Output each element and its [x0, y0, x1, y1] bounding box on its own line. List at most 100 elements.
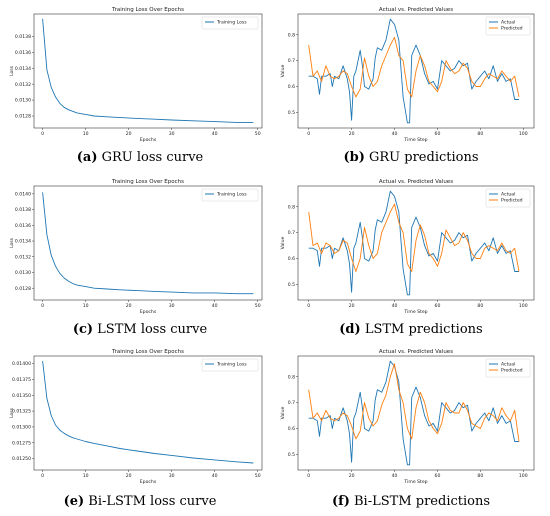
- x-tick-label: 10: [83, 131, 89, 137]
- chart-svg: Actual vs. Predicted Values 0 20 40 60 80 100 0…: [280, 179, 535, 315]
- y-tick-label: 0.0134: [15, 239, 31, 245]
- plot-frame: [297, 13, 535, 129]
- y-tick-label: 0.8: [288, 32, 295, 38]
- y-tick-label: 0.6: [288, 84, 295, 90]
- chart-title: Training Loss Over Epochs: [111, 7, 184, 13]
- y-tick-label: 0.0132: [15, 254, 31, 260]
- y-tick-label: 0.5: [288, 110, 295, 116]
- series-line-secondary: [308, 36, 520, 98]
- x-tick-label: 50: [255, 473, 261, 479]
- y-axis-label: Loss: [9, 237, 15, 248]
- x-tick-label: 0: [307, 303, 310, 309]
- caption-tag: (b): [343, 150, 365, 165]
- caption-tag: (d): [339, 322, 361, 337]
- y-tick-label: 0.01300: [12, 425, 31, 431]
- x-tick-label: 40: [392, 303, 398, 309]
- plot-frame: [33, 185, 263, 301]
- y-tick-label: 0.7: [288, 400, 295, 406]
- series-line-secondary: [308, 363, 520, 442]
- chart-title: Training Loss Over Epochs: [111, 179, 184, 185]
- gru-predictions-chart: Actual vs. Predicted Values 0 20 40 60 80 100 0…: [280, 4, 542, 143]
- caption-text: Bi-LSTM predictions: [349, 494, 491, 509]
- x-tick-label: 30: [169, 131, 175, 137]
- plot-frame: [297, 185, 535, 301]
- chart-svg: Training Loss Over Epochs 0 10 20 30 40 50 0.01…: [9, 349, 263, 485]
- y-tick-label: 0.7: [288, 58, 295, 64]
- y-tick-label: 0.0130: [15, 98, 31, 104]
- legend-label: Predicted: [501, 26, 523, 32]
- lstm-loss-chart: Training Loss Over Epochs 0 10 20 30 40 50 0.01…: [8, 176, 270, 315]
- y-tick-label: 0.0128: [15, 286, 31, 292]
- chart-title: Actual vs. Predicted Values: [379, 7, 453, 13]
- y-tick-label: 0.0134: [15, 66, 31, 72]
- lstm-predictions-chart: Actual vs. Predicted Values 0 20 40 60 80 100 0…: [280, 176, 542, 315]
- y-tick-label: 0.6: [288, 256, 295, 262]
- bilstm-loss-chart: Training Loss Over Epochs 0 10 20 30 40 50 0.01…: [8, 346, 270, 485]
- y-tick-label: 0.0130: [15, 270, 31, 276]
- x-tick-label: 20: [126, 131, 132, 137]
- y-tick-label: 0.01375: [12, 377, 31, 383]
- x-tick-label: 30: [169, 473, 175, 479]
- x-axis-label: Epochs: [140, 309, 157, 315]
- x-tick-label: 100: [519, 303, 528, 309]
- chart-svg: Actual vs. Predicted Values 0 20 40 60 80 100 0…: [280, 349, 535, 485]
- x-tick-label: 80: [477, 131, 483, 137]
- x-tick-label: 40: [212, 473, 218, 479]
- chart-svg: Training Loss Over Epochs 0 10 20 30 40 50 0.01…: [9, 179, 263, 315]
- x-tick-label: 40: [392, 131, 398, 137]
- caption-f: (f) Bi-LSTM predictions: [276, 494, 546, 509]
- legend-label: Training Loss: [216, 192, 247, 198]
- gru-loss-chart: Training Loss Over Epochs 0 10 20 30 40 50 0.01…: [8, 4, 270, 143]
- x-axis-label: Epochs: [140, 137, 157, 143]
- chart-svg: Actual vs. Predicted Values 0 20 40 60 80 100 0…: [280, 7, 535, 143]
- x-tick-label: 0: [41, 131, 44, 137]
- y-tick-label: 0.01275: [12, 440, 31, 446]
- x-axis-label: Time Step: [403, 137, 427, 143]
- x-tick-label: 0: [307, 473, 310, 479]
- x-tick-label: 100: [519, 131, 528, 137]
- x-tick-label: 80: [477, 473, 483, 479]
- caption-tag: (c): [72, 322, 94, 337]
- y-tick-label: 0.0138: [15, 34, 31, 40]
- x-tick-label: 20: [126, 473, 132, 479]
- x-tick-label: 20: [349, 131, 355, 137]
- bilstm-predictions-chart: Actual vs. Predicted Values 0 20 40 60 80 100 0…: [280, 346, 542, 485]
- x-axis-label: Time Step: [403, 479, 427, 485]
- x-tick-label: 50: [255, 303, 261, 309]
- caption-a: (a) GRU loss curve: [5, 150, 275, 165]
- y-tick-label: 0.0140: [15, 191, 31, 197]
- caption-text: GRU loss curve: [97, 150, 204, 165]
- x-tick-label: 60: [435, 303, 441, 309]
- series-line-primary: [42, 361, 254, 464]
- legend-box: [201, 188, 259, 202]
- caption-d: (d) LSTM predictions: [276, 322, 546, 337]
- x-tick-label: 20: [349, 303, 355, 309]
- y-tick-label: 0.01325: [12, 409, 31, 415]
- y-axis-label: Value: [280, 407, 286, 420]
- x-tick-label: 0: [41, 473, 44, 479]
- chart-title: Actual vs. Predicted Values: [379, 179, 453, 185]
- x-tick-label: 40: [392, 473, 398, 479]
- legend-label: Training Loss: [216, 20, 247, 26]
- plot-frame: [33, 355, 263, 471]
- caption-tag: (a): [76, 150, 98, 165]
- y-tick-label: 0.8: [288, 204, 295, 210]
- chart-title: Actual vs. Predicted Values: [379, 349, 453, 355]
- y-tick-label: 0.6: [288, 426, 295, 432]
- x-tick-label: 60: [435, 473, 441, 479]
- x-tick-label: 100: [519, 473, 528, 479]
- caption-text: Bi-LSTM loss curve: [84, 494, 217, 509]
- caption-text: GRU predictions: [364, 150, 479, 165]
- legend-label: Actual: [501, 20, 515, 26]
- legend-label: Predicted: [501, 368, 523, 374]
- x-tick-label: 20: [349, 473, 355, 479]
- series-line-primary: [42, 192, 254, 295]
- x-axis-label: Epochs: [140, 479, 157, 485]
- series-line-secondary: [308, 203, 520, 272]
- y-tick-label: 0.0138: [15, 207, 31, 213]
- y-tick-label: 0.0132: [15, 82, 31, 88]
- y-tick-label: 0.01350: [12, 393, 31, 399]
- chart-svg: Training Loss Over Epochs 0 10 20 30 40 50 0.01…: [9, 7, 263, 143]
- y-tick-label: 0.0136: [15, 223, 31, 229]
- legend-label: Actual: [501, 192, 515, 198]
